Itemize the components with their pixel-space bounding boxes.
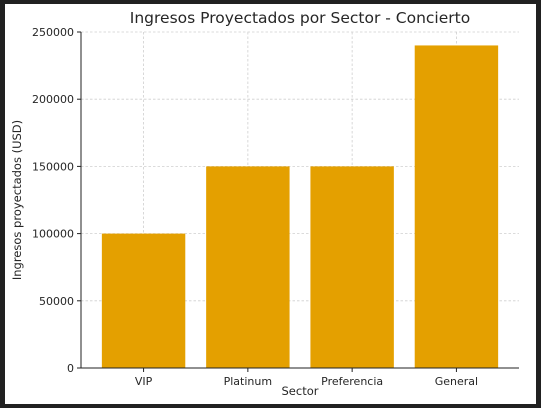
x-tick-label: Preferencia	[321, 375, 383, 388]
bar-chart: 0 50000 100000 150000 200000 250000 VIP Platinu…	[10, 9, 519, 398]
x-tick-label: VIP	[135, 375, 153, 388]
y-axis-title: Ingresos proyectados (USD)	[10, 120, 24, 280]
y-tick-label: 100000	[32, 228, 74, 241]
bar-general	[414, 45, 499, 368]
bar-platinum	[206, 166, 290, 368]
y-tick-label: 50000	[39, 295, 74, 308]
y-tick-label: 200000	[32, 93, 74, 106]
x-tick-label: General	[435, 375, 478, 388]
y-tick-label: 0	[67, 362, 74, 375]
y-tick-label: 150000	[32, 160, 74, 173]
y-tick-label: 250000	[32, 26, 74, 39]
x-axis-title: Sector	[282, 384, 319, 398]
x-tick-label: Platinum	[224, 375, 272, 388]
bars	[101, 45, 499, 368]
chart-figure: 0 50000 100000 150000 200000 250000 VIP Platinu…	[5, 4, 536, 404]
axes: 0 50000 100000 150000 200000 250000 VIP Platinu…	[32, 26, 519, 388]
chart-title: Ingresos Proyectados por Sector - Concie…	[130, 9, 470, 27]
bar-vip	[101, 233, 186, 368]
bar-preferencia	[310, 166, 394, 368]
